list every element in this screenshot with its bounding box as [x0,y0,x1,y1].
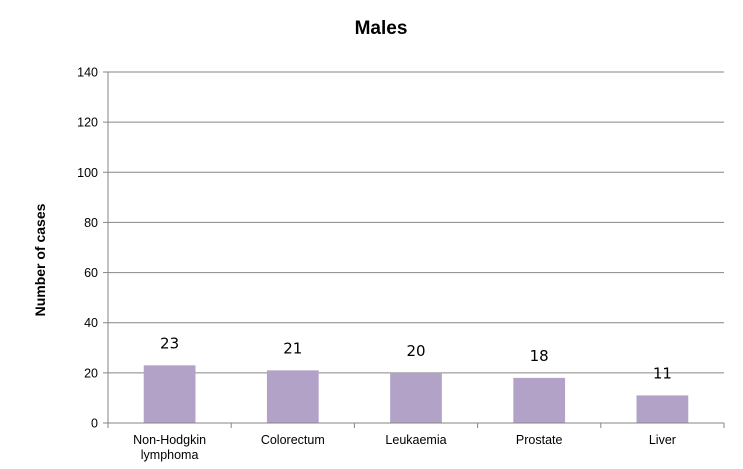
data-label: 11 [653,364,672,382]
x-tick-label: Non-Hodgkin lymphoma [133,433,206,462]
data-label: 21 [283,339,302,357]
x-tick-label: Leukaemia [385,433,446,447]
bars [143,365,689,423]
bar [513,377,566,423]
bar [143,365,196,423]
y-tick-label: 140 [77,66,98,80]
data-label: 18 [530,347,549,365]
bar [636,395,689,423]
data-label: 23 [160,334,179,352]
y-tick-label: 60 [84,266,98,280]
y-tick-label: 40 [84,316,98,330]
gridlines [108,71,724,374]
y-axis-label: Number of cases [32,203,48,316]
y-tick-label: 20 [84,366,98,380]
x-tick-label: Colorectum [261,433,325,447]
labels: 0 20 40 60 80 100 120 140 23 Non-Hodgkin lymphoma 2… [77,66,676,463]
y-tick-label: 80 [84,216,98,230]
bar [390,372,442,423]
y-tick-label: 100 [77,166,98,180]
bar [266,370,319,423]
x-tick-label: Prostate [516,433,563,447]
x-tick-label: Liver [649,433,676,447]
chart-title: Males [355,18,408,39]
y-tick-label: 0 [91,417,98,431]
y-tick-label: 120 [77,116,98,130]
axes [103,71,725,428]
data-label: 20 [406,342,425,360]
